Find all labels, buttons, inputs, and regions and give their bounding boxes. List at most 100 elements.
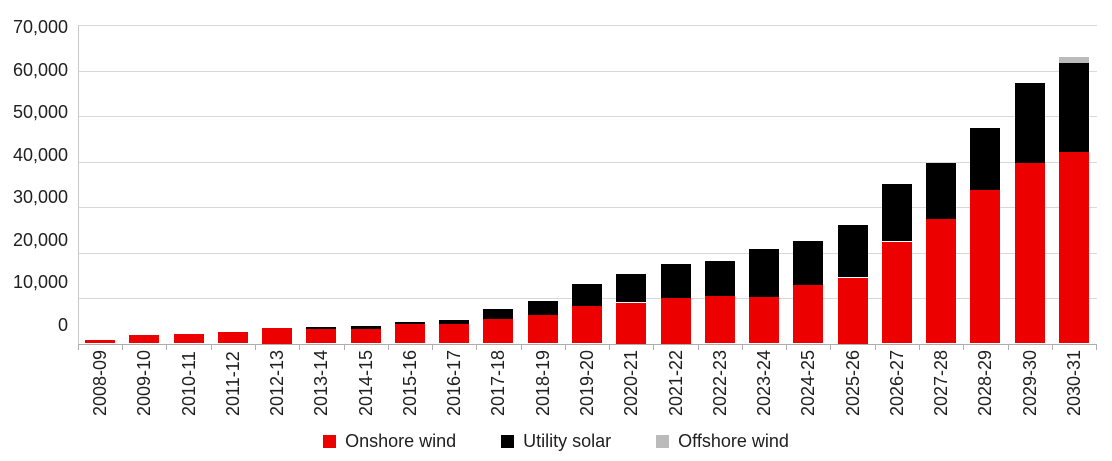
x-axis-tick bbox=[1007, 344, 1009, 350]
x-axis-tick bbox=[1096, 344, 1098, 350]
bar-segment-onshore-wind-2016-17 bbox=[439, 323, 470, 344]
x-axis-label-2027-28: 2027-28 bbox=[931, 349, 952, 416]
y-gridline bbox=[78, 116, 1097, 117]
x-axis-tick bbox=[653, 344, 655, 350]
bar-segment-onshore-wind-2028-29 bbox=[970, 190, 1001, 344]
x-axis-tick bbox=[1051, 344, 1053, 350]
bar-segment-utility-solar-2016-17 bbox=[439, 319, 470, 324]
bar-segment-utility-solar-2024-25 bbox=[793, 240, 824, 285]
y-axis-line bbox=[78, 25, 79, 344]
legend-label-onshore-wind: Onshore wind bbox=[345, 431, 457, 451]
bar-segment-onshore-wind-2015-16 bbox=[394, 324, 425, 344]
y-axis-tick-label: 20,000 bbox=[12, 229, 68, 250]
y-gridline bbox=[78, 70, 1097, 72]
y-axis-tick-label: 10,000 bbox=[12, 272, 68, 292]
x-axis-tick bbox=[432, 344, 433, 350]
bar-segment-utility-solar-2023-24 bbox=[749, 249, 780, 297]
legend-label-utility-solar: Utility solar bbox=[523, 431, 612, 451]
x-axis-label-2023-24: 2023-24 bbox=[754, 349, 775, 416]
y-axis-tick-label: 70,000 bbox=[12, 17, 68, 37]
bar-segment-onshore-wind-2024-25 bbox=[793, 284, 824, 344]
bar-segment-utility-solar-2026-27 bbox=[881, 184, 912, 242]
bar-segment-utility-solar-2019-20 bbox=[572, 284, 602, 306]
x-axis-label-2015-16: 2015-16 bbox=[399, 349, 420, 416]
x-axis-tick bbox=[963, 344, 965, 350]
x-axis-label-2018-19: 2018-19 bbox=[532, 349, 553, 416]
x-axis-label-2021-22: 2021-22 bbox=[665, 349, 686, 416]
x-axis-label-2029-30: 2029-30 bbox=[1019, 349, 1040, 416]
x-axis-line bbox=[78, 343, 1097, 345]
x-axis-label-2026-27: 2026-27 bbox=[886, 349, 907, 416]
x-axis-label-2016-17: 2016-17 bbox=[444, 349, 465, 416]
x-axis-tick bbox=[77, 344, 79, 350]
bar-segment-onshore-wind-2025-26 bbox=[837, 277, 868, 344]
x-axis-label-2010-11: 2010-11 bbox=[178, 351, 199, 416]
bar-segment-utility-solar-2017-18 bbox=[483, 308, 514, 320]
bar-segment-onshore-wind-2030-31 bbox=[1058, 152, 1089, 344]
x-axis-tick bbox=[122, 344, 124, 350]
bar-segment-utility-solar-2020-21 bbox=[616, 274, 647, 303]
x-axis-tick bbox=[874, 344, 876, 350]
legend-item-offshore-wind: Offshore wind bbox=[656, 431, 789, 451]
y-axis-tick-label: 30,000 bbox=[12, 187, 68, 207]
bar-segment-utility-solar-2028-29 bbox=[970, 128, 1001, 191]
x-axis-label-2013-14: 2013-14 bbox=[311, 349, 332, 416]
legend: Onshore wind Utility solar Offshore wind bbox=[0, 431, 1112, 451]
x-axis-tick bbox=[919, 344, 920, 350]
x-axis-tick bbox=[254, 344, 256, 350]
bar-segment-utility-solar-2013-14 bbox=[306, 326, 337, 330]
legend-swatch-offshore-wind bbox=[656, 434, 670, 448]
x-axis-label-2012-13: 2012-13 bbox=[267, 349, 288, 416]
bar-segment-onshore-wind-2009-10 bbox=[129, 334, 160, 344]
bar-segment-utility-solar-2015-16 bbox=[394, 322, 425, 325]
x-axis-label-2019-20: 2019-20 bbox=[577, 349, 597, 416]
bar-segment-onshore-wind-2019-20 bbox=[572, 305, 602, 344]
legend-item-onshore-wind: Onshore wind bbox=[323, 431, 456, 451]
y-axis-tick-label: 60,000 bbox=[12, 59, 68, 80]
x-axis-tick bbox=[564, 344, 566, 350]
x-axis-label-2014-15: 2014-15 bbox=[355, 349, 376, 416]
x-axis-tick bbox=[741, 344, 743, 350]
bar-segment-onshore-wind-2022-23 bbox=[704, 295, 735, 344]
bar-segment-utility-solar-2022-23 bbox=[704, 260, 735, 296]
x-axis-label-2009-10: 2009-10 bbox=[134, 349, 155, 416]
x-axis-label-2028-29: 2028-29 bbox=[975, 349, 996, 416]
bar-segment-onshore-wind-2013-14 bbox=[306, 329, 337, 344]
x-axis-tick bbox=[476, 344, 478, 350]
bar-segment-onshore-wind-2023-24 bbox=[749, 296, 780, 344]
y-gridline bbox=[78, 252, 1097, 254]
bar-segment-onshore-wind-2029-30 bbox=[1014, 163, 1045, 344]
x-axis-tick bbox=[210, 344, 212, 350]
x-axis-tick bbox=[387, 344, 389, 350]
y-gridline bbox=[78, 207, 1097, 208]
x-axis-label-2024-25: 2024-25 bbox=[798, 349, 819, 416]
legend-label-offshore-wind: Offshore wind bbox=[678, 431, 789, 451]
bar-segment-onshore-wind-2008-09 bbox=[85, 339, 115, 344]
x-axis-label-2022-23: 2022-23 bbox=[709, 349, 730, 416]
legend-swatch-utility-solar bbox=[501, 434, 515, 448]
bar-segment-utility-solar-2021-22 bbox=[660, 264, 691, 298]
x-axis-label-2025-26: 2025-26 bbox=[842, 349, 863, 416]
x-axis-tick bbox=[520, 344, 522, 350]
bar-segment-utility-solar-2025-26 bbox=[837, 225, 868, 278]
bar-segment-utility-solar-2014-15 bbox=[350, 326, 381, 329]
y-gridline bbox=[78, 25, 1097, 26]
x-axis-label-2011-12: 2011-12 bbox=[222, 351, 243, 416]
y-axis-tick-label: 0 bbox=[57, 314, 68, 335]
x-axis-label-2008-09: 2008-09 bbox=[90, 349, 110, 416]
x-axis-tick bbox=[343, 344, 345, 350]
bar-segment-utility-solar-2030-31 bbox=[1058, 62, 1089, 153]
y-axis-tick-label: 50,000 bbox=[12, 102, 68, 122]
bar-segment-onshore-wind-2026-27 bbox=[881, 241, 912, 344]
bar-segment-utility-solar-2027-28 bbox=[926, 163, 957, 220]
bar-segment-offshore-wind-2030-31 bbox=[1058, 56, 1089, 63]
bar-segment-onshore-wind-2017-18 bbox=[483, 319, 514, 344]
bar-segment-onshore-wind-2027-28 bbox=[926, 219, 957, 344]
x-axis-label-2017-18: 2017-18 bbox=[488, 349, 509, 416]
legend-item-utility-solar: Utility solar bbox=[501, 431, 611, 451]
legend-swatch-onshore-wind bbox=[323, 434, 337, 448]
bar-segment-onshore-wind-2014-15 bbox=[350, 328, 381, 344]
bar-segment-utility-solar-2029-30 bbox=[1014, 83, 1045, 164]
x-axis-tick bbox=[786, 344, 788, 350]
